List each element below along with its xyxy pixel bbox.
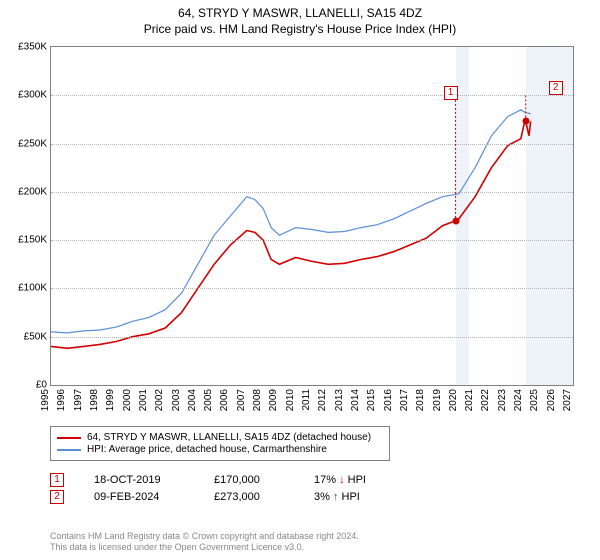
x-tick-label: 1997 [73, 389, 84, 411]
x-tick-label: 2012 [317, 389, 328, 411]
legend-item: HPI: Average price, detached house, Carm… [57, 444, 383, 455]
line-layer [51, 47, 573, 385]
x-tick-label: 2002 [154, 389, 165, 411]
transaction-list: 1 18-OCT-2019 £170,000 17% ↓ HPI 2 09-FEB-202… [50, 470, 366, 507]
x-tick-label: 2015 [366, 389, 377, 411]
legend: 64, STRYD Y MASWR, LLANELLI, SA15 4DZ (d… [50, 426, 390, 461]
x-tick-label: 1996 [56, 389, 67, 411]
legend-label: 64, STRYD Y MASWR, LLANELLI, SA15 4DZ (d… [87, 432, 371, 443]
legend-swatch [57, 449, 81, 451]
transaction-pct: 17% ↓ HPI [314, 474, 366, 486]
x-tick-label: 2003 [171, 389, 182, 411]
x-tick-label: 1999 [105, 389, 116, 411]
x-tick-label: 2001 [138, 389, 149, 411]
x-tick-label: 2010 [285, 389, 296, 411]
x-tick-label: 2007 [236, 389, 247, 411]
series-line-property_price [51, 121, 531, 348]
x-tick-label: 2021 [464, 389, 475, 411]
gridline [51, 192, 573, 193]
x-tick-label: 2016 [383, 389, 394, 411]
x-tick-label: 2026 [546, 389, 557, 411]
transaction-date: 18-OCT-2019 [94, 474, 184, 486]
y-tick-label: £100K [3, 283, 47, 294]
y-tick-label: £300K [3, 90, 47, 101]
y-tick-label: £200K [3, 186, 47, 197]
x-tick-label: 2014 [350, 389, 361, 411]
marker-label-box: 1 [444, 86, 458, 100]
x-tick-label: 1995 [40, 389, 51, 411]
title-block: 64, STRYD Y MASWR, LLANELLI, SA15 4DZ Pr… [0, 0, 600, 36]
x-tick-label: 1998 [89, 389, 100, 411]
chart-container: 64, STRYD Y MASWR, LLANELLI, SA15 4DZ Pr… [0, 0, 600, 560]
x-tick-label: 2004 [187, 389, 198, 411]
x-tick-label: 2008 [252, 389, 263, 411]
gridline [51, 144, 573, 145]
chart-subtitle: Price paid vs. HM Land Registry's House … [0, 22, 600, 36]
y-tick-label: £50K [3, 331, 47, 342]
x-tick-label: 2017 [399, 389, 410, 411]
x-tick-label: 2025 [529, 389, 540, 411]
x-tick-label: 2020 [448, 389, 459, 411]
transaction-price: £170,000 [214, 474, 284, 486]
transaction-row: 2 09-FEB-2024 £273,000 3% ↑ HPI [50, 490, 366, 504]
marker-label-box: 2 [549, 81, 563, 95]
price-point-dot [452, 217, 459, 224]
transaction-marker: 2 [50, 490, 64, 504]
x-tick-label: 2022 [480, 389, 491, 411]
y-tick-label: £150K [3, 235, 47, 246]
transaction-row: 1 18-OCT-2019 £170,000 17% ↓ HPI [50, 473, 366, 487]
footer-line-2: This data is licensed under the Open Gov… [50, 542, 304, 552]
x-tick-label: 2011 [301, 389, 312, 411]
gridline [51, 288, 573, 289]
chart-title: 64, STRYD Y MASWR, LLANELLI, SA15 4DZ [0, 6, 600, 20]
transaction-date: 09-FEB-2024 [94, 491, 184, 503]
legend-label: HPI: Average price, detached house, Carm… [87, 444, 327, 455]
y-tick-label: £250K [3, 138, 47, 149]
x-tick-label: 2018 [415, 389, 426, 411]
x-tick-label: 2024 [513, 389, 524, 411]
x-tick-label: 2013 [334, 389, 345, 411]
footer-attribution: Contains HM Land Registry data © Crown c… [50, 531, 590, 554]
gridline [51, 240, 573, 241]
plot-area: £0£50K£100K£150K£200K£250K£300K£350K1995… [50, 46, 574, 386]
x-tick-label: 2005 [203, 389, 214, 411]
x-tick-label: 2000 [122, 389, 133, 411]
x-tick-label: 2009 [268, 389, 279, 411]
x-tick-label: 2023 [497, 389, 508, 411]
price-point-dot [522, 118, 529, 125]
gridline [51, 337, 573, 338]
x-tick-label: 2006 [219, 389, 230, 411]
legend-swatch [57, 437, 81, 439]
footer-line-1: Contains HM Land Registry data © Crown c… [50, 531, 359, 541]
y-tick-label: £350K [3, 42, 47, 53]
x-tick-label: 2027 [562, 389, 573, 411]
gridline [51, 95, 573, 96]
transaction-price: £273,000 [214, 491, 284, 503]
x-tick-label: 2019 [432, 389, 443, 411]
legend-item: 64, STRYD Y MASWR, LLANELLI, SA15 4DZ (d… [57, 432, 383, 443]
transaction-pct: 3% ↑ HPI [314, 491, 360, 503]
transaction-marker: 1 [50, 473, 64, 487]
